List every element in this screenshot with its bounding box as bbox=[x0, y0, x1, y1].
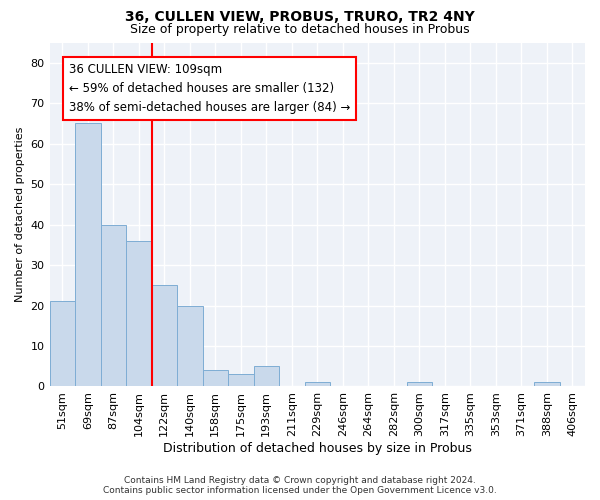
Bar bbox=[101, 224, 126, 386]
Y-axis label: Number of detached properties: Number of detached properties bbox=[15, 127, 25, 302]
Bar bbox=[305, 382, 330, 386]
Bar bbox=[75, 124, 101, 386]
Bar bbox=[254, 366, 279, 386]
Bar bbox=[228, 374, 254, 386]
Bar bbox=[177, 306, 203, 386]
Bar bbox=[50, 302, 75, 386]
Bar bbox=[152, 286, 177, 386]
Bar bbox=[203, 370, 228, 386]
Bar bbox=[407, 382, 432, 386]
X-axis label: Distribution of detached houses by size in Probus: Distribution of detached houses by size … bbox=[163, 442, 472, 455]
Text: 36 CULLEN VIEW: 109sqm
← 59% of detached houses are smaller (132)
38% of semi-de: 36 CULLEN VIEW: 109sqm ← 59% of detached… bbox=[68, 62, 350, 114]
Text: Contains HM Land Registry data © Crown copyright and database right 2024.
Contai: Contains HM Land Registry data © Crown c… bbox=[103, 476, 497, 495]
Text: 36, CULLEN VIEW, PROBUS, TRURO, TR2 4NY: 36, CULLEN VIEW, PROBUS, TRURO, TR2 4NY bbox=[125, 10, 475, 24]
Text: Size of property relative to detached houses in Probus: Size of property relative to detached ho… bbox=[130, 22, 470, 36]
Bar bbox=[534, 382, 560, 386]
Bar bbox=[126, 241, 152, 386]
